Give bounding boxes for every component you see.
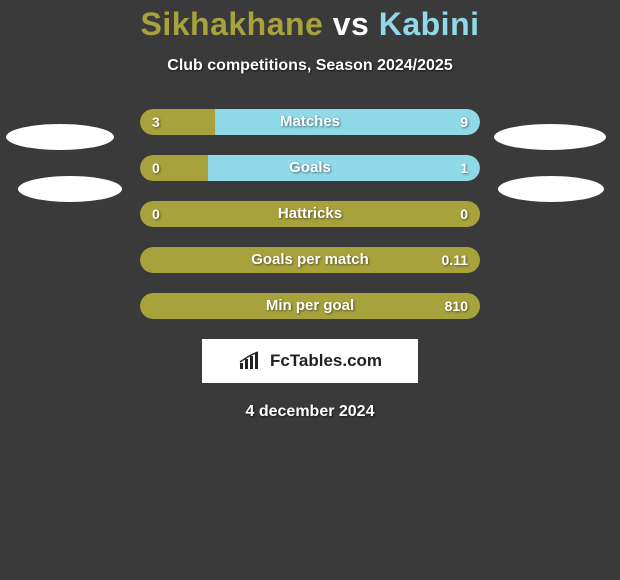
stat-value-left: 3 xyxy=(152,109,160,135)
stat-label: Min per goal xyxy=(140,293,480,319)
stat-value-left: 0 xyxy=(152,201,160,227)
stat-label: Hattricks xyxy=(140,201,480,227)
avatar-placeholder-right-1 xyxy=(494,124,606,150)
badge-text: FcTables.com xyxy=(270,351,382,371)
stat-label: Goals per match xyxy=(140,247,480,273)
avatar-placeholder-right-2 xyxy=(498,176,604,202)
stat-row: Goals per match0.11 xyxy=(140,247,480,273)
title-player2: Kabini xyxy=(379,6,480,42)
stat-value-right: 1 xyxy=(460,155,468,181)
stat-value-right: 810 xyxy=(445,293,468,319)
fctables-badge: FcTables.com xyxy=(202,339,418,383)
title-vs: vs xyxy=(333,6,370,42)
stat-value-right: 9 xyxy=(460,109,468,135)
date-text: 4 december 2024 xyxy=(0,403,620,421)
stat-label: Goals xyxy=(140,155,480,181)
stat-row: Hattricks0 0 xyxy=(140,201,480,227)
stat-value-left: 0 xyxy=(152,155,160,181)
avatar-placeholder-left-1 xyxy=(6,124,114,150)
avatar-placeholder-left-2 xyxy=(18,176,122,202)
stat-row: Matches3 9 xyxy=(140,109,480,135)
stat-value-right: 0 xyxy=(460,201,468,227)
stat-value-right: 0.11 xyxy=(442,247,468,273)
stat-row: Goals0 1 xyxy=(140,155,480,181)
stat-label: Matches xyxy=(140,109,480,135)
title-player1: Sikhakhane xyxy=(140,6,323,42)
subtitle: Club competitions, Season 2024/2025 xyxy=(0,57,620,75)
bar-chart-icon xyxy=(238,351,264,371)
stat-row: Min per goal810 xyxy=(140,293,480,319)
page-title: Sikhakhane vs Kabini xyxy=(0,0,620,43)
